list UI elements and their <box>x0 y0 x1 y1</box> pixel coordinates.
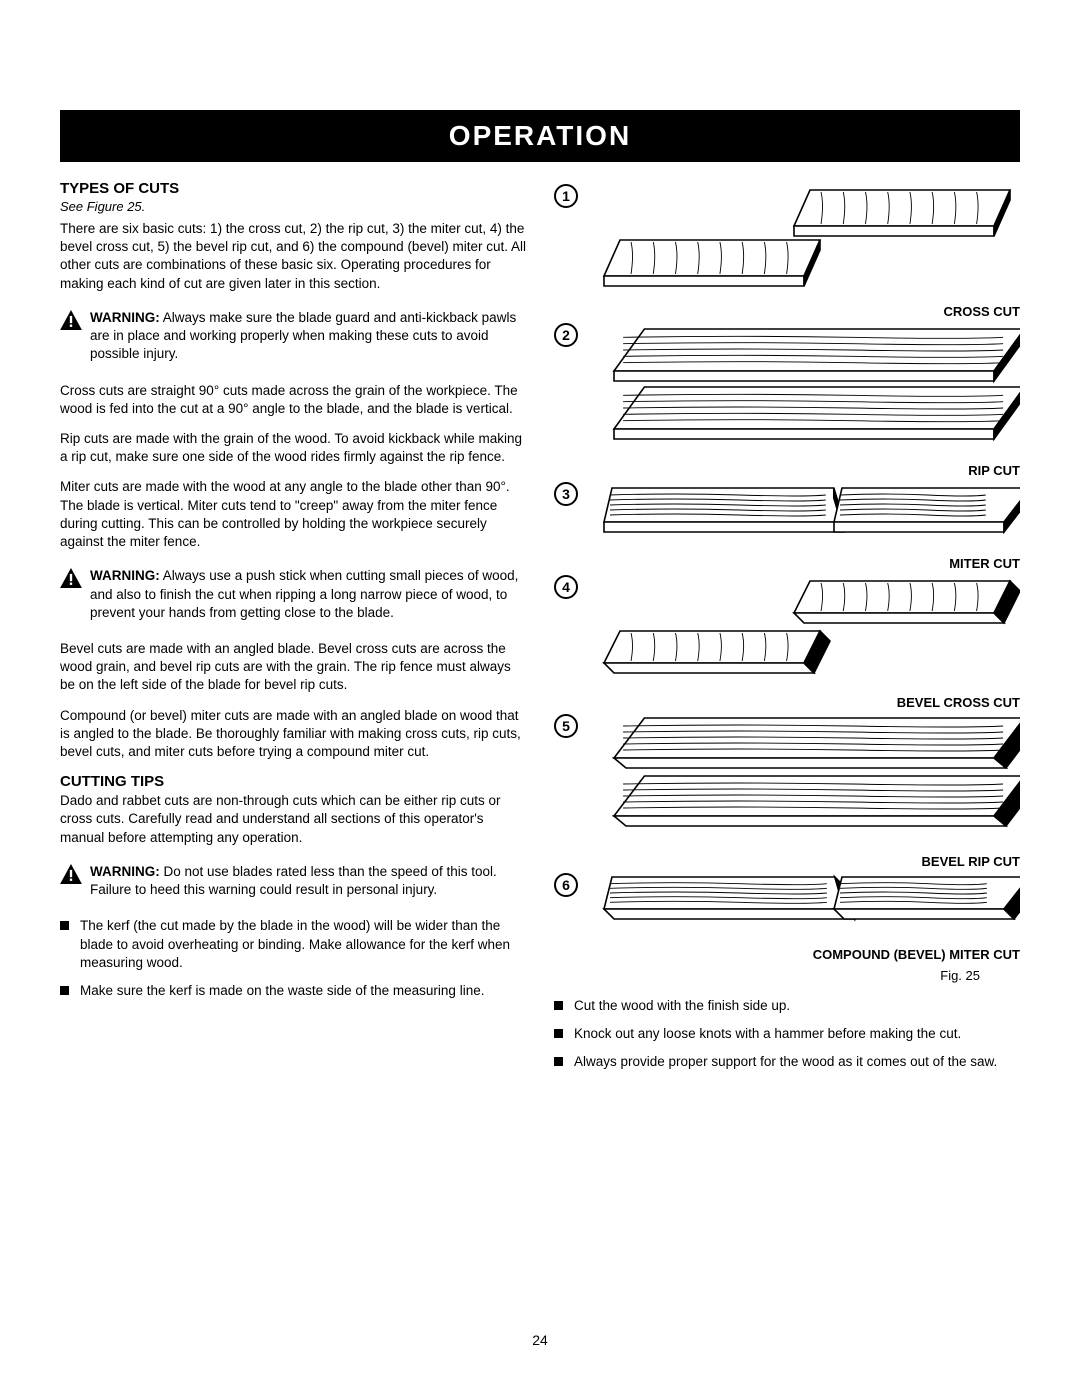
paragraph-crosscut: Cross cuts are straight 90° cuts made ac… <box>60 382 526 418</box>
warning-triangle-icon <box>60 568 82 588</box>
cut-label: COMPOUND (BEVEL) MITER CUT <box>554 947 1020 962</box>
bullet-finish-side: Cut the wood with the finish side up. <box>554 997 1020 1015</box>
cut-illustration <box>588 869 1020 933</box>
warning-2-text: WARNING: Always use a push stick when cu… <box>90 567 526 622</box>
columns-wrapper: TYPES OF CUTS See Figure 25. There are s… <box>60 180 1020 1082</box>
warning-1-text: WARNING: Always make sure the blade guar… <box>90 309 526 364</box>
warning-3-text: WARNING: Do not use blades rated less th… <box>90 863 526 899</box>
paragraph-bevel: Bevel cuts are made with an angled blade… <box>60 640 526 695</box>
warning-triangle-icon <box>60 864 82 884</box>
figure-number: Fig. 25 <box>554 968 1020 983</box>
bullet-knots: Knock out any loose knots with a hammer … <box>554 1025 1020 1043</box>
cut-label: BEVEL CROSS CUT <box>554 695 1020 710</box>
paragraph-compound: Compound (or bevel) miter cuts are made … <box>60 707 526 762</box>
paragraph-ripcut: Rip cuts are made with the grain of the … <box>60 430 526 466</box>
cuts-figure: 1 CROSS CUT 2 RIP CUT 3 MITER CUT 4 BEVEL CROSS… <box>554 180 1020 962</box>
paragraph-cutting-tips: Dado and rabbet cuts are non-through cut… <box>60 792 526 847</box>
bullet-waste-side: Make sure the kerf is made on the waste … <box>60 982 526 1000</box>
operation-banner: OPERATION <box>60 110 1020 162</box>
cut-illustration <box>588 319 1020 449</box>
cut-number-circle: 1 <box>554 184 578 208</box>
cut-row-2: 2 <box>554 319 1020 449</box>
warning-2: WARNING: Always use a push stick when cu… <box>60 563 526 626</box>
cut-row-3: 3 <box>554 478 1020 542</box>
cut-number-circle: 6 <box>554 873 578 897</box>
left-column: TYPES OF CUTS See Figure 25. There are s… <box>60 180 526 1082</box>
cut-label: CROSS CUT <box>554 304 1020 319</box>
page-number: 24 <box>0 1332 1080 1348</box>
cut-label: BEVEL RIP CUT <box>554 854 1020 869</box>
heading-types-of-cuts: TYPES OF CUTS <box>60 180 526 197</box>
see-figure-ref: See Figure 25. <box>60 199 526 214</box>
cut-row-4: 4 <box>554 571 1020 681</box>
cut-number-circle: 4 <box>554 575 578 599</box>
cut-row-1: 1 <box>554 180 1020 290</box>
cut-number-circle: 5 <box>554 714 578 738</box>
cut-row-5: 5 <box>554 710 1020 840</box>
warning-1: WARNING: Always make sure the blade guar… <box>60 305 526 368</box>
left-bullets: The kerf (the cut made by the blade in t… <box>60 917 526 1000</box>
cut-illustration <box>588 710 1020 840</box>
right-bullets: Cut the wood with the finish side up. Kn… <box>554 997 1020 1072</box>
warning-3-label: WARNING: <box>90 864 160 879</box>
warning-3: WARNING: Do not use blades rated less th… <box>60 859 526 903</box>
cut-number-circle: 3 <box>554 482 578 506</box>
warning-1-label: WARNING: <box>90 310 160 325</box>
cut-illustration <box>588 571 1020 681</box>
paragraph-mitercut: Miter cuts are made with the wood at any… <box>60 478 526 551</box>
bullet-support: Always provide proper support for the wo… <box>554 1053 1020 1071</box>
heading-cutting-tips: CUTTING TIPS <box>60 773 526 790</box>
cut-number-circle: 2 <box>554 323 578 347</box>
cut-illustration <box>588 478 1020 542</box>
warning-2-label: WARNING: <box>90 568 160 583</box>
cut-illustration <box>588 180 1020 290</box>
cut-label: MITER CUT <box>554 556 1020 571</box>
right-column: 1 CROSS CUT 2 RIP CUT 3 MITER CUT 4 BEVEL CROSS… <box>554 180 1020 1082</box>
paragraph-intro: There are six basic cuts: 1) the cross c… <box>60 220 526 293</box>
cut-label: RIP CUT <box>554 463 1020 478</box>
cut-row-6: 6 <box>554 869 1020 933</box>
warning-triangle-icon <box>60 310 82 330</box>
bullet-kerf: The kerf (the cut made by the blade in t… <box>60 917 526 972</box>
